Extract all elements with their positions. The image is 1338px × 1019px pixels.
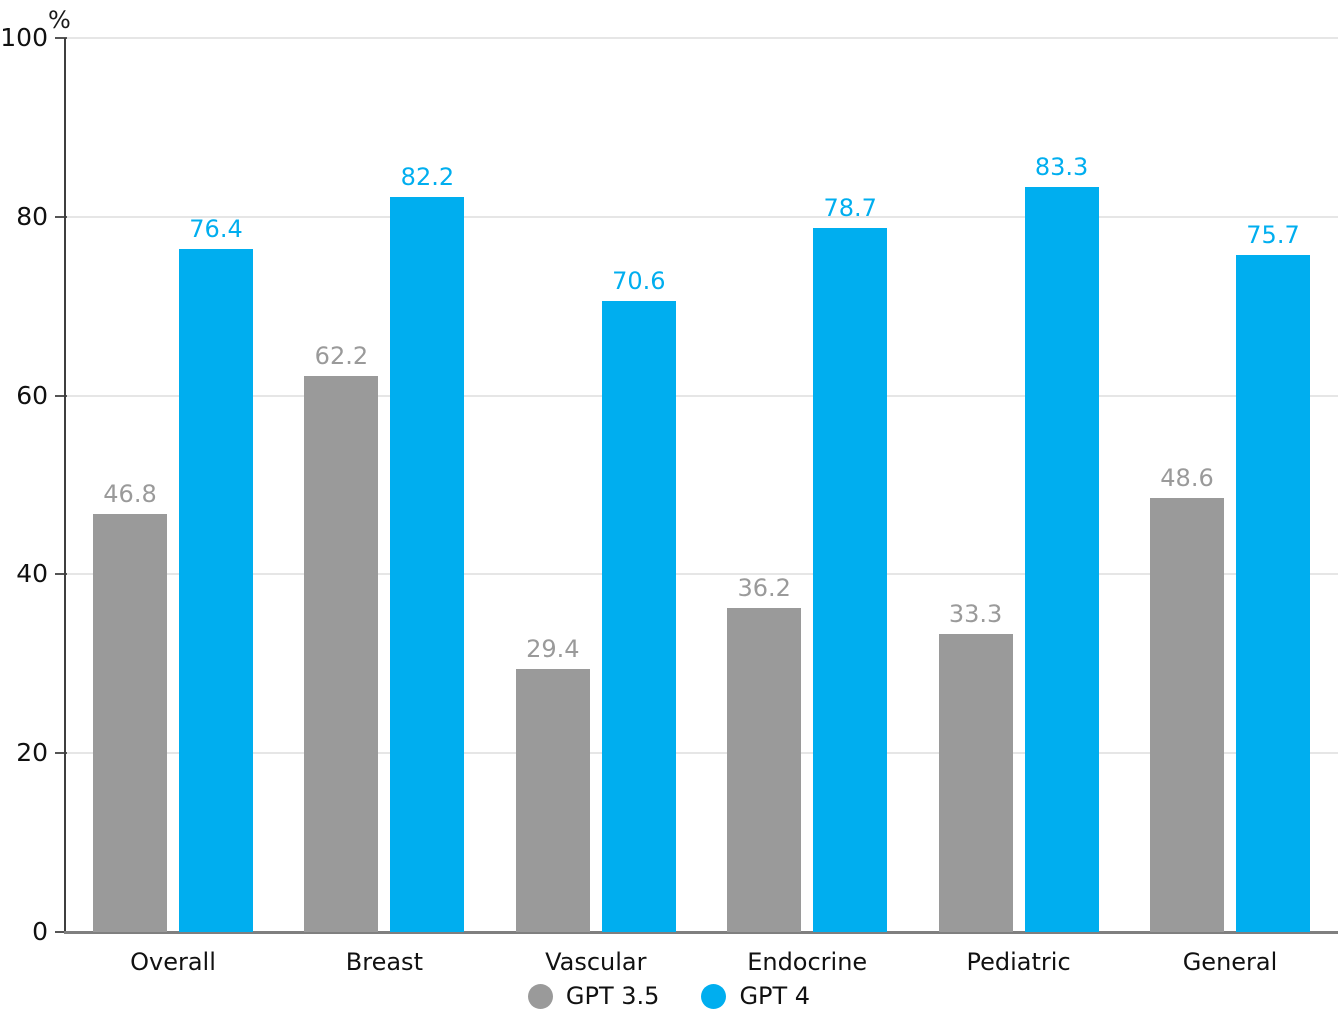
bar-value-label: 75.7 — [1246, 221, 1300, 250]
bar-gpt4-vascular — [601, 300, 676, 932]
gridline-100 — [66, 37, 1338, 39]
y-tick-mark-0 — [55, 931, 67, 933]
y-tick-mark-60 — [55, 394, 67, 397]
legend-label: GPT 4 — [739, 982, 811, 1010]
y-tick-label-0: 0 — [32, 917, 48, 946]
category-label-general: General — [1182, 948, 1278, 976]
legend: GPT 3.5 GPT 4 — [0, 982, 1338, 1010]
bar-value-label: 36.2 — [737, 574, 791, 603]
y-tick-label-60: 60 — [16, 380, 48, 410]
legend-item-gpt35: GPT 3.5 — [527, 982, 660, 1010]
gridline-40 — [66, 573, 1338, 576]
bar-gpt35-overall — [93, 513, 167, 932]
legend-label: GPT 3.5 — [565, 982, 660, 1010]
bar-gpt4-breast — [390, 197, 465, 932]
y-tick-mark-80 — [55, 215, 67, 218]
category-label-vascular: Vascular — [545, 948, 647, 976]
category-label-pediatric: Pediatric — [966, 948, 1071, 976]
bar-gpt4-endocrine — [813, 228, 888, 932]
bar-value-label: 78.7 — [823, 194, 877, 223]
y-tick-mark-40 — [55, 573, 67, 576]
y-tick-label-40: 40 — [16, 559, 48, 589]
bar-value-label: 29.4 — [526, 635, 580, 664]
y-tick-label-80: 80 — [16, 201, 48, 231]
y-axis — [64, 38, 66, 932]
bar-value-label: 83.3 — [1034, 153, 1089, 182]
x-axis — [64, 931, 1338, 934]
category-label-endocrine: Endocrine — [747, 948, 868, 976]
legend-marker-icon — [701, 983, 727, 1009]
bar-gpt35-endocrine — [727, 608, 802, 932]
bar-value-label: 33.3 — [948, 600, 1003, 629]
category-label-breast: Breast — [345, 948, 423, 976]
y-tick-label-20: 20 — [16, 738, 48, 768]
y-tick-mark-20 — [55, 752, 67, 755]
bar-gpt4-overall — [179, 248, 253, 932]
bar-value-label: 76.4 — [189, 214, 243, 243]
bar-gpt35-vascular — [515, 669, 590, 932]
category-label-overall: Overall — [130, 948, 216, 976]
bar-gpt35-pediatric — [938, 634, 1013, 932]
gridline-20 — [66, 752, 1338, 755]
bar-gpt4-pediatric — [1024, 187, 1099, 932]
bar-value-label: 70.6 — [612, 266, 666, 295]
legend-marker-icon — [527, 983, 553, 1009]
bar-gpt35-breast — [304, 375, 379, 932]
bar-value-label: 82.2 — [400, 163, 455, 192]
gridline-80 — [66, 215, 1338, 218]
y-tick-mark-100 — [55, 37, 67, 39]
y-tick-label-100: 100 — [0, 23, 48, 52]
bar-gpt4-general — [1236, 255, 1310, 932]
bar-value-label: 62.2 — [314, 341, 369, 370]
bar-value-label: 48.6 — [1160, 463, 1214, 492]
bar-value-label: 46.8 — [103, 479, 157, 508]
y-axis-unit-label: % — [48, 6, 71, 34]
legend-item-gpt4: GPT 4 — [701, 982, 810, 1010]
bar-gpt35-general — [1150, 497, 1224, 932]
gridline-60 — [66, 394, 1338, 397]
